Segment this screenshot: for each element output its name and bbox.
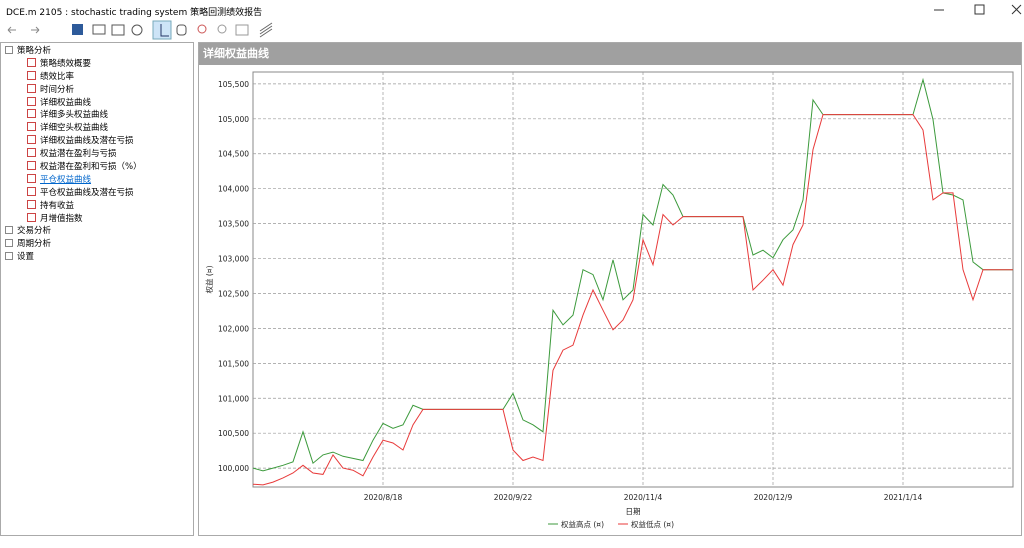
y-tick-label: 101,500 (218, 359, 249, 368)
fit-button[interactable] (235, 24, 249, 36)
legend-label: 权益高点 (¤) (561, 519, 604, 529)
tree-icon (27, 173, 36, 183)
y-tick-label: 101,000 (218, 394, 249, 403)
x-axis-label: 日期 (626, 507, 641, 516)
cursor-icon (160, 24, 169, 37)
series-line (252, 114, 1013, 486)
tree-icon (27, 186, 36, 196)
y-axis-label: 权益 (¤) (204, 265, 214, 293)
x-tick-label: 2020/8/18 (364, 493, 403, 502)
tree-item[interactable]: 策略绩效概要 (5, 57, 193, 71)
window-title: DCE.m 2105 : stochastic trading system 策… (6, 8, 263, 18)
print-button[interactable] (111, 24, 125, 36)
tree-label: 绩效比率 (40, 71, 75, 82)
nav-buttons[interactable] (7, 26, 40, 34)
y-tick-label: 103,500 (218, 220, 249, 229)
report-panel: 详细权益曲线 (198, 42, 1022, 536)
y-tick-label: 102,000 (218, 324, 249, 333)
tree-icon (27, 57, 36, 67)
cursor-button[interactable] (152, 20, 172, 40)
tree-item[interactable]: 权益潜在盈利与亏损 (5, 148, 193, 161)
zoom-out-button[interactable] (217, 24, 227, 34)
plot-frame (252, 71, 1014, 488)
tree-icon (27, 122, 36, 132)
y-tick-label: 100,500 (218, 429, 249, 438)
tree-item[interactable]: 持有收益 (5, 199, 193, 213)
tree-item[interactable]: 平仓权益曲线 (5, 173, 193, 187)
tree-item[interactable]: 详细多头权益曲线 (5, 109, 193, 122)
tree-label: 权益潜在盈利与亏损 (40, 149, 117, 160)
tree-icon (5, 239, 13, 248)
tree-icon (27, 199, 36, 209)
y-tick-label: 100,000 (218, 464, 249, 473)
tree-label: 详细空头权益曲线 (40, 123, 109, 134)
panel-header: 详细权益曲线 (199, 43, 1021, 65)
tree-icon (27, 212, 36, 222)
open-button[interactable] (92, 24, 106, 35)
tree-item[interactable]: 时间分析 (5, 83, 193, 97)
legend-label: 权益低点 (¤) (631, 519, 674, 529)
series-line (252, 77, 1013, 472)
settings-button[interactable] (131, 24, 143, 36)
y-tick-label: 102,500 (218, 289, 249, 298)
tree-item[interactable]: 策略分析 (5, 45, 193, 58)
tree-label: 平仓权益曲线及潜在亏损 (40, 187, 134, 198)
tree-label: 策略分析 (17, 46, 52, 56)
tree-item[interactable]: 绩效比率 (5, 70, 193, 84)
tree-label: 权益潜在盈利和亏损（%） (40, 162, 142, 173)
pan-button[interactable] (176, 24, 187, 36)
x-tick-label: 2020/12/9 (754, 493, 793, 502)
tree-icon (5, 46, 13, 54)
tree-label: 周期分析 (17, 239, 52, 250)
tree-label: 策略绩效概要 (40, 58, 92, 69)
tree-label: 平仓权益曲线 (40, 174, 92, 185)
y-tick-label: 104,500 (218, 150, 249, 159)
tree-icon (27, 70, 36, 80)
maximize-button[interactable] (974, 4, 985, 15)
tree-item[interactable]: 交易分析 (5, 225, 193, 238)
y-tick-label: 105,500 (218, 80, 249, 89)
tree-item[interactable]: 设置 (5, 251, 193, 264)
tree-icon (27, 109, 36, 119)
tree-icon (27, 148, 36, 158)
tree-icon (27, 83, 36, 93)
close-button[interactable] (1011, 4, 1022, 15)
tree-icon (27, 161, 36, 171)
tree-label: 月增值指数 (40, 213, 83, 224)
chart: 100,000 100,500 101,000 101,500 102,000 102,5… (204, 71, 1014, 529)
tree-item[interactable]: 月增值指数 (5, 212, 193, 226)
y-tick-label: 103,000 (218, 255, 249, 264)
tree-item[interactable]: 详细空头权益曲线 (5, 122, 193, 135)
x-tick-label: 2021/1/14 (884, 493, 923, 502)
x-tick-label: 2020/9/22 (494, 493, 533, 502)
tree-label: 设置 (17, 252, 35, 263)
tree-icon (27, 96, 36, 106)
tree-label: 详细多头权益曲线 (40, 110, 109, 121)
save-button[interactable] (72, 24, 83, 35)
tree-label: 持有收益 (40, 200, 75, 211)
tree-item[interactable]: 平仓权益曲线及潜在亏损 (5, 186, 193, 200)
tree-item[interactable]: 周期分析 (5, 238, 193, 251)
y-tick-label: 105,000 (218, 115, 249, 124)
tree-icon (5, 252, 13, 261)
tree-item[interactable]: 详细权益曲线及潜在亏损 (5, 135, 193, 148)
tree-item[interactable]: 详细权益曲线 (5, 96, 193, 110)
tree-item[interactable]: 权益潜在盈利和亏损（%） (5, 161, 193, 174)
chart-style-button[interactable] (259, 22, 273, 38)
tree-label: 详细权益曲线 (40, 97, 92, 108)
tree: 策略分析策略绩效概要 绩效比率时间分析详细权益曲线详细多头权益曲线 详细空头权益曲线… (1, 43, 193, 264)
tree-label: 详细权益曲线及潜在亏损 (40, 136, 134, 147)
zoom-in-button[interactable] (197, 24, 207, 34)
y-tick-label: 104,000 (218, 185, 249, 194)
tree-panel: 策略分析策略绩效概要 绩效比率时间分析详细权益曲线详细多头权益曲线 详细空头权益曲线… (0, 42, 194, 536)
window-controls[interactable] (930, 0, 1024, 20)
toolbar (7, 20, 273, 40)
tree-icon (27, 135, 36, 145)
tree-icon (5, 226, 13, 235)
tree-label: 时间分析 (40, 84, 75, 95)
tree-label: 交易分析 (17, 226, 52, 237)
x-tick-label: 2020/11/4 (624, 493, 663, 502)
